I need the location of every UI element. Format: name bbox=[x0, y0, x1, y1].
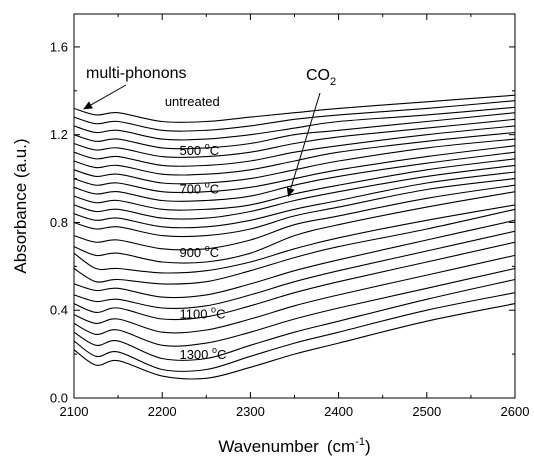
co2-label-subscript: 2 bbox=[330, 76, 336, 88]
curve-labels: untreated 500 oC 700 oC 900 oC 1100 oC 1300 o… bbox=[165, 94, 227, 362]
spectrum-line-11 bbox=[73, 158, 516, 211]
spectrum-line-23 bbox=[73, 267, 516, 347]
spectrum-line-3 bbox=[73, 106, 516, 141]
spectrum-line-6 bbox=[73, 125, 516, 167]
spectrum-line-17 bbox=[73, 204, 516, 274]
spectrum-line-22 bbox=[73, 254, 516, 334]
y-tick-label-1.6: 1.6 bbox=[50, 39, 68, 54]
curve-label-5: 1300 oC bbox=[179, 345, 226, 362]
spectrum-line-25 bbox=[73, 292, 516, 372]
x-axis-title-text: Wavenumber bbox=[218, 437, 319, 456]
spectrum-line-7 bbox=[73, 131, 516, 176]
axis-ticks bbox=[73, 14, 516, 399]
spectrum-line-10 bbox=[73, 151, 516, 202]
spectrum-line-14 bbox=[73, 178, 516, 238]
y-axis-title: Absorbance (a.u.) bbox=[11, 138, 30, 273]
spectrum-line-1 bbox=[73, 94, 516, 123]
co2-label: CO2 bbox=[306, 67, 336, 88]
spectrum-line-18 bbox=[73, 208, 516, 285]
co2-arrowhead bbox=[286, 187, 295, 198]
y-tick-label-0.8: 0.8 bbox=[50, 215, 68, 230]
y-tick-label-1.2: 1.2 bbox=[50, 127, 68, 142]
spectrum-line-13 bbox=[73, 171, 516, 229]
spectrum-line-8 bbox=[73, 138, 516, 185]
x-tick-label-2400: 2400 bbox=[324, 404, 353, 419]
curve-label-3: 900 oC bbox=[179, 243, 219, 260]
spectrum-line-2 bbox=[73, 100, 516, 132]
annotations: multi-phonons CO2 untreated 500 oC 700 oC 9… bbox=[83, 65, 336, 362]
y-tick-label-0.4: 0.4 bbox=[50, 303, 68, 318]
x-tick-label-2200: 2200 bbox=[148, 404, 177, 419]
multi-phonons-label: multi-phonons bbox=[86, 65, 187, 82]
x-axis-title: Wavenumber (cm-1) bbox=[218, 436, 370, 456]
x-tick-label-2600: 2600 bbox=[501, 404, 530, 419]
curve-label-2: 700 oC bbox=[179, 180, 219, 197]
multi-phonons-arrow bbox=[90, 84, 127, 106]
spectrum-line-9 bbox=[73, 145, 516, 194]
spectrum-line-24 bbox=[73, 278, 516, 361]
axis-tick-labels: 2100 2200 2300 2400 2500 2600 0.0 0.4 0.8 1.2 1.6 bbox=[50, 39, 530, 419]
co2-arrow bbox=[290, 92, 321, 189]
x-axis-unit-exponent: -1 bbox=[355, 436, 365, 448]
spectrum-line-4 bbox=[73, 112, 516, 150]
spectrum-line-21 bbox=[73, 241, 516, 321]
curve-label-1: 500 oC bbox=[179, 141, 219, 158]
x-tick-label-2500: 2500 bbox=[412, 404, 441, 419]
spectrum-line-5 bbox=[73, 118, 516, 159]
spectrum-line-12 bbox=[73, 164, 516, 220]
spectrum-line-16 bbox=[73, 191, 516, 264]
co2-label-base: CO bbox=[306, 67, 330, 84]
x-tick-label-2100: 2100 bbox=[60, 404, 89, 419]
x-axis-unit: cm bbox=[333, 437, 356, 456]
spectrum-line-15 bbox=[73, 184, 516, 251]
curve-label-4: 1100 oC bbox=[179, 305, 225, 322]
x-tick-label-2300: 2300 bbox=[236, 404, 265, 419]
spectrum-line-20 bbox=[73, 230, 516, 309]
spectrum-line-19 bbox=[73, 219, 516, 299]
y-tick-label-0: 0.0 bbox=[50, 391, 68, 406]
multi-phonons-arrowhead bbox=[83, 101, 93, 110]
spectrum-line-26 bbox=[73, 303, 516, 380]
series-lines bbox=[73, 94, 516, 380]
curve-label-untreated: untreated bbox=[165, 94, 220, 109]
